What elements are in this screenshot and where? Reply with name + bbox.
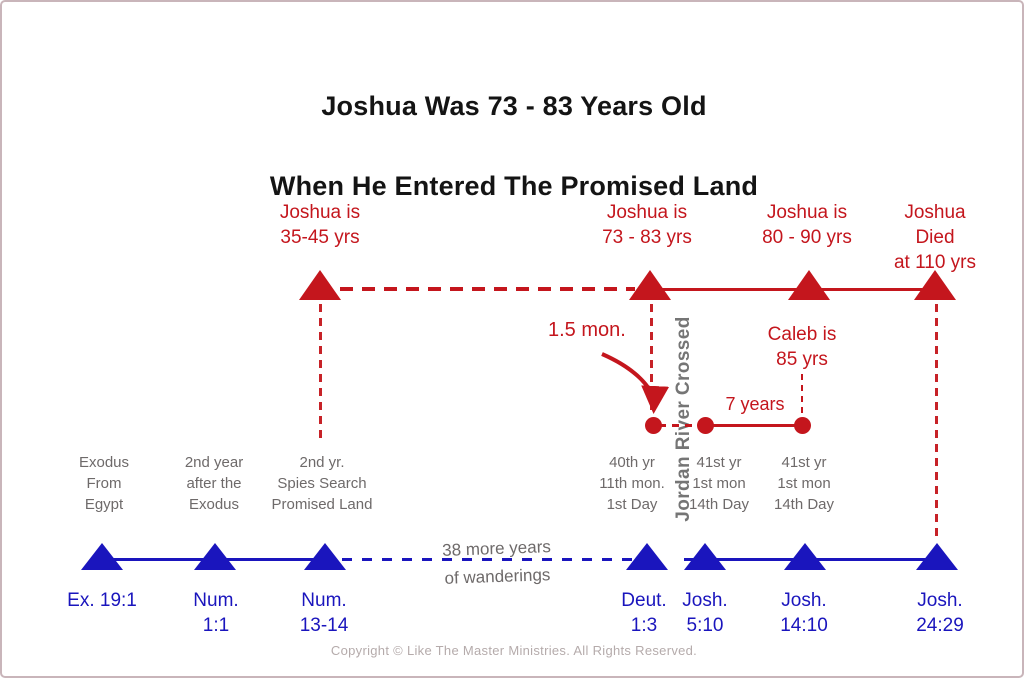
blue-dashed-segment: [342, 558, 634, 561]
blue-marker-josh24: [916, 543, 958, 570]
dot-jordan-camp: [645, 417, 662, 434]
ref-num-13-14: Num. 13-14: [299, 590, 349, 636]
ref-josh-24-29: Josh. 24:29: [916, 590, 964, 636]
ref-josh-14-10: Josh. 14:10: [780, 590, 828, 636]
station-41st-year-b: 41st yr 1st mon 14th Day: [773, 454, 835, 513]
wandering-note: 38 more years of wanderings: [441, 537, 552, 588]
station-2nd-year: 2nd year after the Exodus: [184, 454, 244, 513]
connector-entry-vertical: [650, 304, 653, 416]
station-41st-year-a: 41st yr 1st mon 14th Day: [688, 454, 750, 513]
red-marker-triangle-spies: [299, 270, 341, 300]
blue-marker-ex19: [81, 543, 123, 570]
page-title: Joshua Was 73 - 83 Years Old When He Ent…: [154, 46, 874, 206]
station-exodus: Exodus From Egypt: [78, 454, 130, 513]
ref-num-1-1: Num. 1:1: [193, 590, 239, 636]
copyright-text: Copyright © Like The Master Ministries. …: [330, 643, 698, 658]
annotation-caleb: Caleb is 85 yrs: [767, 324, 837, 370]
red-event-label-joshua-35-45: Joshua is 35-45 yrs: [279, 202, 361, 248]
blue-marker-deut1: [626, 543, 668, 570]
dot-dashed-segment: [659, 424, 705, 427]
dot-passover: [697, 417, 714, 434]
ref-ex-19-1: Ex. 19:1: [67, 590, 137, 611]
blue-marker-num1: [194, 543, 236, 570]
red-marker-triangle-death: [914, 270, 956, 300]
blue-marker-josh5: [684, 543, 726, 570]
red-marker-triangle-80-90: [788, 270, 830, 300]
title-line-2: When He Entered The Promised Land: [269, 171, 759, 201]
ref-josh-5-10: Josh. 5:10: [682, 590, 728, 636]
red-marker-triangle-entry: [629, 270, 671, 300]
annotation-seven-years: 7 years: [725, 394, 785, 414]
connector-death-vertical: [935, 304, 938, 542]
annotation-crossing-duration: 1.5 mon.: [548, 319, 626, 341]
dot-caleb: [794, 417, 811, 434]
title-line-1: Joshua Was 73 - 83 Years Old: [321, 91, 707, 121]
blue-marker-num13: [304, 543, 346, 570]
top-edge-line: [2, 0, 1022, 2]
connector-caleb-vertical: [801, 374, 803, 416]
red-event-label-joshua-80-90: Joshua is 80 - 90 yrs: [762, 202, 852, 248]
ref-deut-1-3: Deut. 1:3: [621, 590, 667, 636]
seven-years-line: [706, 424, 802, 427]
station-40th-year: 40th yr 11th mon. 1st Day: [599, 454, 665, 513]
red-event-label-joshua-73-83: Joshua is 73 - 83 yrs: [602, 202, 692, 248]
station-spies: 2nd yr. Spies Search Promised Land: [271, 454, 373, 513]
red-dashed-segment: [340, 287, 635, 291]
red-event-label-joshua-died: Joshua Died at 110 yrs: [893, 202, 977, 273]
blue-marker-josh14: [784, 543, 826, 570]
crossing-arrow: [601, 352, 670, 414]
connector-spies-vertical: [319, 304, 322, 440]
